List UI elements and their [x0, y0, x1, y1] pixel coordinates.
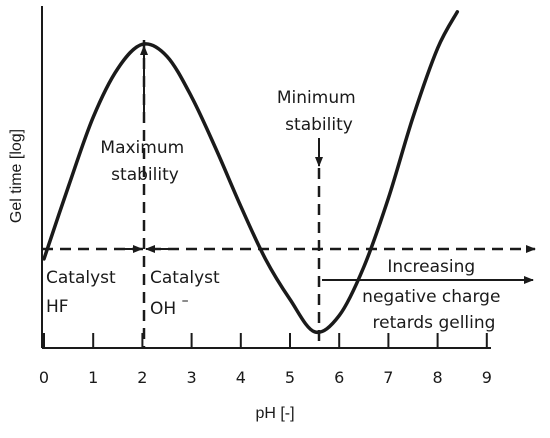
x-tick-label: 8: [433, 368, 443, 387]
minimum-stability-label: Minimum stability: [277, 88, 361, 135]
increasing-line-2: negative charge: [362, 287, 500, 307]
catalyst-oh-line-2: OH: [150, 299, 176, 319]
catalyst-hf-line-2: HF: [46, 297, 69, 317]
minimum-stability-line-2: stability: [285, 115, 353, 135]
series-line: [42, 10, 460, 335]
increasing-negative-charge-label: Increasing negative charge retards gelli…: [362, 257, 506, 333]
catalyst-oh-line-1: Catalyst: [150, 268, 220, 288]
x-tick-labels: 0 1 2 3 4 5 6 7 8 9: [39, 368, 492, 387]
x-tick-label: 3: [187, 368, 197, 387]
catalyst-hf-line-1: Catalyst: [46, 268, 116, 288]
catalyst-hf-label: Catalyst HF: [46, 268, 121, 317]
x-tick-label: 4: [236, 368, 246, 387]
increasing-line-1: Increasing: [387, 257, 475, 277]
maximum-stability-line-1: Maximum: [100, 138, 184, 158]
catalyst-oh-label: Catalyst OH –: [150, 268, 225, 319]
x-tick-label: 9: [482, 368, 492, 387]
increasing-line-3: retards gelling: [373, 313, 496, 333]
x-tick-label: 2: [137, 368, 147, 387]
x-tick-label: 0: [39, 368, 49, 387]
x-ticks: [43, 333, 488, 348]
x-tick-label: 6: [334, 368, 344, 387]
catalyst-oh-superscript: –: [182, 293, 189, 309]
x-tick-label: 1: [88, 368, 98, 387]
y-axis-title: Gel time [log]: [8, 129, 25, 223]
x-axis-title: pH [-]: [255, 405, 294, 422]
maximum-stability-line-2: stability: [111, 165, 179, 185]
minimum-stability-line-1: Minimum: [277, 88, 356, 108]
maximum-stability-label: Maximum stability: [100, 138, 189, 185]
x-tick-label: 7: [383, 368, 393, 387]
x-tick-label: 5: [285, 368, 295, 387]
